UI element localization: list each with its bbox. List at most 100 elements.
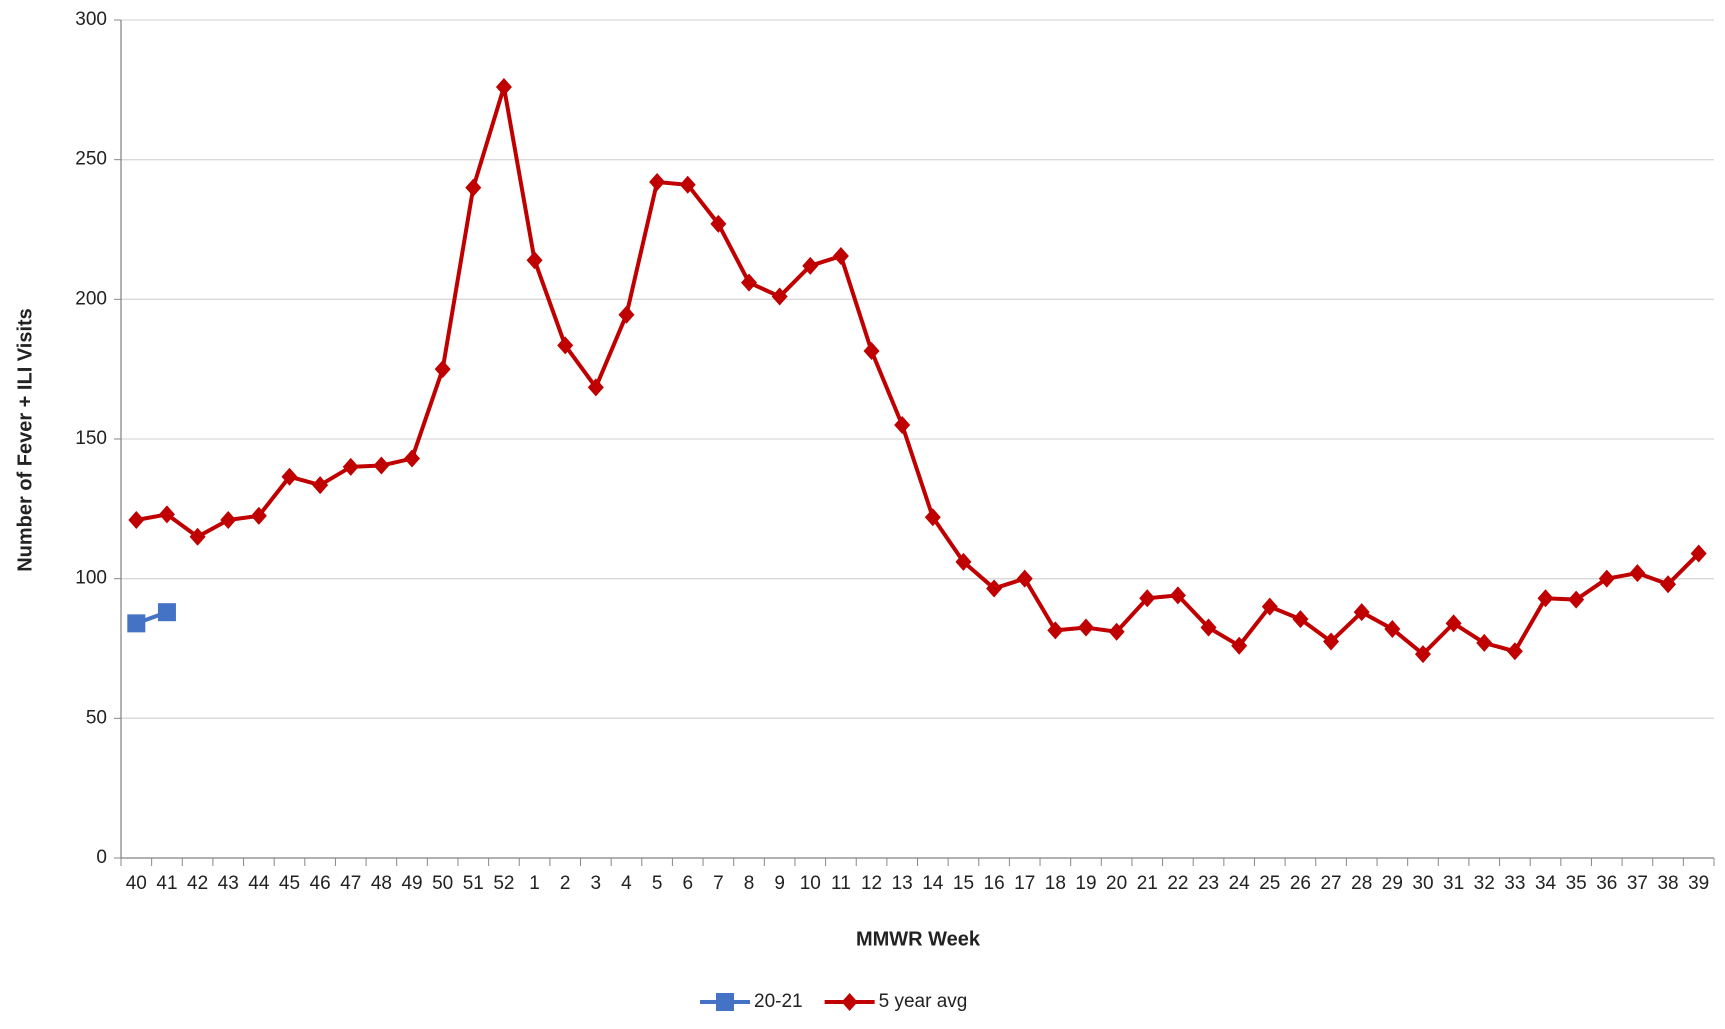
x-tick-label: 6 bbox=[682, 873, 693, 894]
data-point bbox=[771, 287, 788, 306]
data-point bbox=[1414, 645, 1431, 664]
data-point bbox=[1077, 618, 1094, 637]
x-tick-label: 45 bbox=[279, 873, 300, 894]
x-tick-label: 43 bbox=[218, 873, 239, 894]
x-tick-label: 48 bbox=[371, 873, 392, 894]
x-tick-label: 11 bbox=[831, 873, 851, 894]
x-tick-label: 4 bbox=[621, 873, 632, 894]
x-tick-label: 25 bbox=[1259, 873, 1280, 894]
y-axis-label: Number of Fever + ILI Visits bbox=[14, 308, 36, 572]
x-tick-label: 10 bbox=[800, 873, 821, 894]
data-point bbox=[1261, 597, 1278, 616]
x-tick-label: 47 bbox=[340, 873, 361, 894]
legend-marker bbox=[841, 993, 858, 1011]
data-point bbox=[1537, 589, 1554, 608]
data-point bbox=[1690, 544, 1707, 563]
x-tick-label: 1 bbox=[529, 873, 540, 894]
y-tick-label: 50 bbox=[86, 707, 107, 728]
x-axis-label: MMWR Week bbox=[856, 928, 981, 950]
x-tick-label: 5 bbox=[652, 873, 663, 894]
data-point bbox=[1108, 622, 1125, 641]
data-point bbox=[1016, 569, 1033, 588]
data-point bbox=[1139, 589, 1156, 608]
y-tick-label: 0 bbox=[96, 847, 107, 868]
x-tick-label: 46 bbox=[310, 873, 331, 894]
x-tick-label: 33 bbox=[1504, 873, 1525, 894]
x-tick-label: 50 bbox=[432, 873, 453, 894]
x-tick-label: 26 bbox=[1290, 873, 1311, 894]
x-tick-label: 21 bbox=[1137, 873, 1158, 894]
data-point bbox=[1047, 621, 1064, 640]
legend-label: 20-21 bbox=[754, 991, 803, 1012]
x-tick-label: 14 bbox=[922, 873, 944, 894]
data-point bbox=[157, 603, 176, 622]
data-point bbox=[710, 214, 727, 233]
data-point bbox=[1568, 590, 1585, 609]
data-point bbox=[526, 251, 543, 270]
x-tick-label: 12 bbox=[861, 873, 882, 894]
data-point bbox=[986, 579, 1003, 598]
x-tick-label: 23 bbox=[1198, 873, 1219, 894]
data-point bbox=[1660, 575, 1677, 594]
data-point bbox=[342, 457, 359, 476]
x-tick-label: 27 bbox=[1320, 873, 1341, 894]
data-point bbox=[649, 173, 666, 192]
x-tick-label: 3 bbox=[591, 873, 602, 894]
x-tick-label: 49 bbox=[401, 873, 422, 894]
data-point bbox=[1476, 633, 1493, 652]
data-point bbox=[158, 505, 175, 524]
series-line bbox=[135, 85, 1701, 657]
data-point bbox=[434, 360, 451, 379]
y-tick-label: 300 bbox=[75, 9, 107, 30]
x-tick-label: 29 bbox=[1382, 873, 1403, 894]
x-tick-label: 9 bbox=[774, 873, 785, 894]
data-point bbox=[1353, 603, 1370, 622]
data-point bbox=[1506, 642, 1523, 661]
data-point bbox=[1323, 632, 1340, 651]
data-point bbox=[1292, 610, 1309, 629]
y-tick-label: 250 bbox=[75, 149, 107, 170]
x-tick-label: 37 bbox=[1627, 873, 1648, 894]
x-tick-label: 44 bbox=[248, 873, 270, 894]
data-point bbox=[679, 175, 696, 194]
data-point bbox=[127, 614, 146, 633]
x-tick-label: 15 bbox=[953, 873, 974, 894]
x-tick-label: 36 bbox=[1596, 873, 1617, 894]
x-tick-label: 32 bbox=[1474, 873, 1495, 894]
x-tick-label: 19 bbox=[1075, 873, 1096, 894]
x-tick-label: 42 bbox=[187, 873, 208, 894]
x-tick-label: 2 bbox=[560, 873, 571, 894]
x-tick-label: 30 bbox=[1412, 873, 1433, 894]
data-point bbox=[128, 511, 145, 530]
data-point bbox=[312, 476, 329, 495]
x-tick-label: 34 bbox=[1535, 873, 1557, 894]
y-tick-label: 200 bbox=[75, 288, 107, 309]
data-point bbox=[802, 256, 819, 275]
data-point bbox=[189, 527, 206, 546]
data-point bbox=[863, 342, 880, 361]
legend-label: 5 year avg bbox=[879, 991, 968, 1012]
data-point bbox=[1169, 586, 1186, 605]
data-point bbox=[924, 508, 941, 527]
data-point bbox=[1200, 618, 1217, 637]
legend-marker bbox=[716, 993, 734, 1011]
data-point bbox=[281, 467, 298, 486]
x-tick-label: 16 bbox=[984, 873, 1005, 894]
data-point bbox=[741, 273, 758, 292]
x-tick-label: 31 bbox=[1443, 873, 1464, 894]
x-tick-label: 17 bbox=[1014, 873, 1035, 894]
x-tick-label: 22 bbox=[1167, 873, 1188, 894]
data-point bbox=[587, 378, 604, 397]
x-tick-label: 13 bbox=[892, 873, 913, 894]
x-tick-label: 39 bbox=[1688, 873, 1709, 894]
data-point bbox=[1445, 614, 1462, 633]
data-point bbox=[557, 336, 574, 355]
x-tick-label: 7 bbox=[713, 873, 724, 894]
x-tick-label: 24 bbox=[1229, 873, 1251, 894]
data-point bbox=[250, 506, 267, 525]
data-point bbox=[1231, 636, 1248, 655]
x-tick-label: 51 bbox=[463, 873, 484, 894]
data-point bbox=[220, 511, 237, 530]
data-point bbox=[404, 449, 421, 468]
